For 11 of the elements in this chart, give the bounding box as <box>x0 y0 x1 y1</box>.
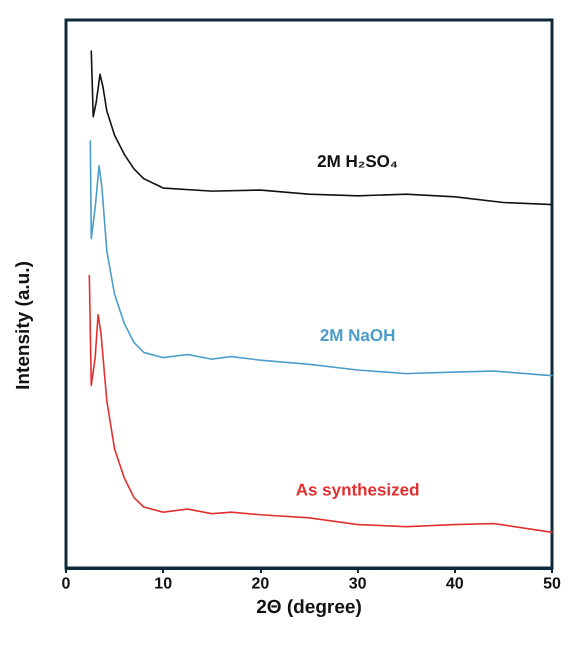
x-axis-title: 2Θ (degree) <box>256 597 362 618</box>
x-tick-label: 20 <box>252 576 270 592</box>
series-label: 2M H₂SO₄ <box>317 152 398 171</box>
x-tick-label: 10 <box>154 576 172 592</box>
series-label: 2M NaOH <box>320 326 396 345</box>
x-tick-label: 30 <box>348 576 367 592</box>
x-tick-label: 0 <box>62 576 71 592</box>
y-axis-title: Intensity (a.u.) <box>13 261 34 390</box>
x-tick-label: 50 <box>543 576 561 592</box>
x-tick-label: 40 <box>446 576 464 592</box>
series-label: As synthesized <box>296 480 420 500</box>
